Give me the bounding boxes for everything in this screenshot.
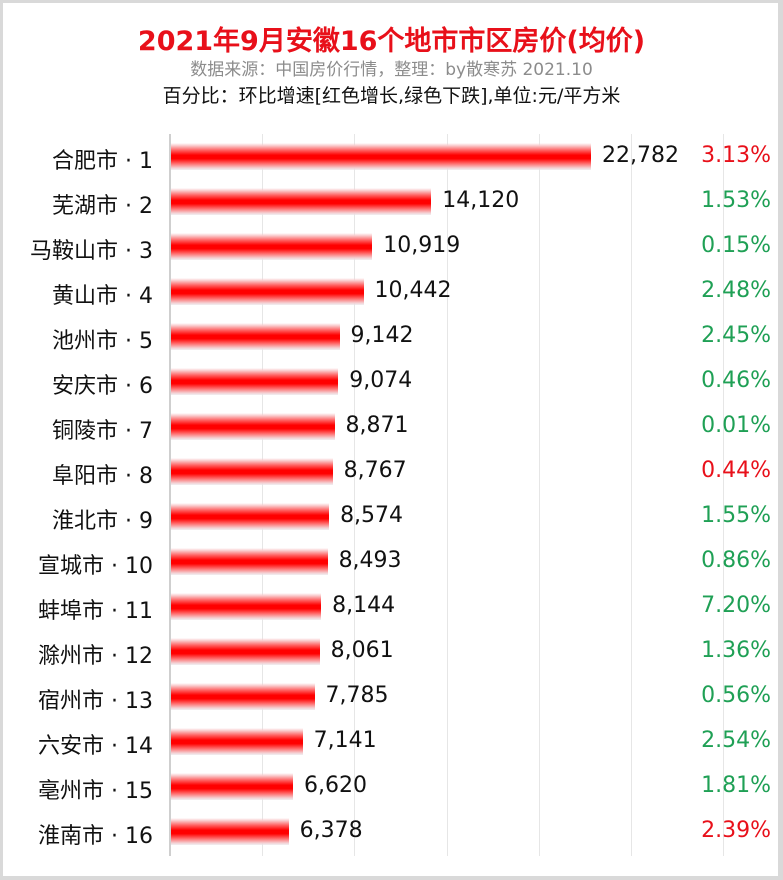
bar-row: 安庆市 · 6 9,074 0.46%: [0, 359, 783, 404]
bar-row: 铜陵市 · 7 8,871 0.01%: [0, 404, 783, 449]
bar: [171, 413, 335, 440]
bar: [171, 233, 373, 260]
bar: [171, 188, 432, 215]
gridline: [262, 134, 264, 856]
category-label: 滁州市 · 12: [38, 644, 153, 669]
value-label: 7,141: [313, 728, 377, 753]
value-label: 8,767: [343, 458, 407, 483]
mom-change-label: 2.48%: [701, 278, 771, 303]
bar-row: 阜阳市 · 8 8,767 0.44%: [0, 449, 783, 494]
bar: [171, 368, 339, 395]
gridline: [354, 134, 356, 856]
category-label: 铜陵市 · 7: [52, 419, 153, 444]
value-label: 9,142: [350, 323, 414, 348]
bar: [171, 458, 333, 485]
category-label: 马鞍山市 · 3: [30, 239, 153, 264]
bar-row: 宣城市 · 10 8,493 0.86%: [0, 539, 783, 584]
mom-change-label: 1.55%: [701, 503, 771, 528]
mom-change-label: 1.53%: [701, 188, 771, 213]
category-label: 安庆市 · 6: [52, 374, 153, 399]
value-label: 10,442: [374, 278, 452, 303]
bar: [171, 323, 340, 350]
value-label: 9,074: [349, 368, 413, 393]
value-label: 10,919: [383, 233, 461, 258]
category-label: 黄山市 · 4: [52, 284, 153, 309]
gridline: [446, 134, 448, 856]
bar: [171, 593, 322, 620]
value-label: 22,782: [602, 143, 679, 168]
y-axis-line: [169, 134, 171, 856]
category-label: 亳州市 · 15: [38, 779, 153, 804]
bar: [171, 773, 294, 800]
chart-subtitle: 数据来源：中国房价行情，整理：by散寒苏 2021.10: [190, 60, 593, 80]
mom-change-label: 0.44%: [701, 458, 771, 483]
mom-change-label: 2.54%: [701, 728, 771, 753]
mom-change-label: 2.45%: [701, 323, 771, 348]
value-label: 8,061: [330, 638, 394, 663]
bar-row: 蚌埠市 · 11 8,144 7.20%: [0, 584, 783, 629]
bar: [171, 683, 315, 710]
gridline: [538, 134, 540, 856]
mom-change-label: 0.01%: [701, 413, 771, 438]
mom-change-label: 0.86%: [701, 548, 771, 573]
gridline: [723, 134, 725, 856]
category-label: 芜湖市 · 2: [52, 194, 153, 219]
category-label: 蚌埠市 · 11: [38, 599, 153, 624]
chart-title: 2021年9月安徽16个地市市区房价(均价): [137, 26, 646, 57]
bar-row: 芜湖市 · 2 14,120 1.53%: [0, 179, 783, 224]
bar: [171, 728, 303, 755]
mom-change-label: 1.36%: [701, 638, 771, 663]
bar-row: 黄山市 · 4 10,442 2.48%: [0, 269, 783, 314]
bar-row: 淮南市 · 16 6,378 2.39%: [0, 809, 783, 854]
category-label: 宿州市 · 13: [38, 689, 153, 714]
value-label: 8,574: [340, 503, 404, 528]
value-label: 8,871: [345, 413, 409, 438]
value-label: 8,493: [338, 548, 402, 573]
mom-change-label: 3.13%: [701, 143, 771, 168]
bar: [171, 143, 591, 170]
bar: [171, 818, 289, 845]
category-label: 阜阳市 · 8: [52, 464, 153, 489]
category-label: 合肥市 · 1: [52, 149, 153, 174]
value-label: 6,378: [299, 818, 363, 843]
chart-note: 百分比：环比增速[红色增长,绿色下跌],单位:元/平方米: [162, 85, 621, 107]
mom-change-label: 7.20%: [701, 593, 771, 618]
category-label: 淮北市 · 9: [52, 509, 153, 534]
value-label: 7,785: [325, 683, 389, 708]
bar: [171, 638, 320, 665]
bar-row: 宿州市 · 13 7,785 0.56%: [0, 674, 783, 719]
bar-row: 马鞍山市 · 3 10,919 0.15%: [0, 224, 783, 269]
bar-row: 亳州市 · 15 6,620 1.81%: [0, 764, 783, 809]
bar-row: 淮北市 · 9 8,574 1.55%: [0, 494, 783, 539]
category-label: 淮南市 · 16: [38, 824, 153, 849]
bar-row: 六安市 · 14 7,141 2.54%: [0, 719, 783, 764]
mom-change-label: 1.81%: [701, 773, 771, 798]
category-label: 宣城市 · 10: [38, 554, 153, 579]
mom-change-label: 0.46%: [701, 368, 771, 393]
mom-change-label: 0.15%: [701, 233, 771, 258]
category-label: 六安市 · 14: [38, 734, 153, 759]
gridline: [630, 134, 632, 856]
bar-row: 滁州市 · 12 8,061 1.36%: [0, 629, 783, 674]
bar: [171, 548, 328, 575]
category-label: 池州市 · 5: [52, 329, 153, 354]
value-label: 6,620: [304, 773, 368, 798]
bar-row: 合肥市 · 1 22,782 3.13%: [0, 134, 783, 179]
bar: [171, 503, 330, 530]
value-label: 14,120: [442, 188, 520, 213]
value-label: 8,144: [332, 593, 396, 618]
mom-change-label: 2.39%: [701, 818, 771, 843]
bar: [171, 278, 364, 305]
bar-row: 池州市 · 5 9,142 2.45%: [0, 314, 783, 359]
mom-change-label: 0.56%: [701, 683, 771, 708]
